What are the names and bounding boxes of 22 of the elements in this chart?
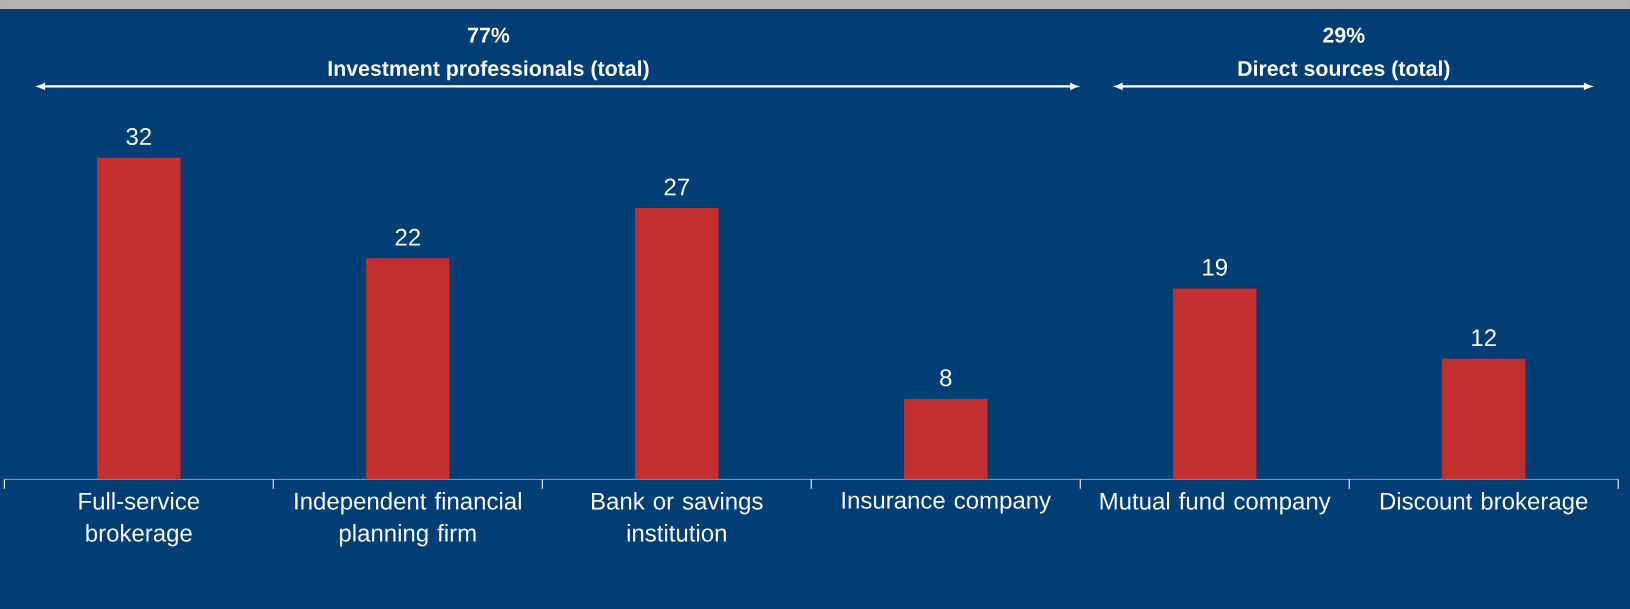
x-tick-label: Independent financial planning firm <box>295 492 521 547</box>
bar <box>904 398 988 480</box>
data-label: 22 <box>395 228 420 246</box>
data-label: 12 <box>1472 329 1496 347</box>
bar <box>366 258 450 480</box>
text: Direct sources (total) <box>1238 60 1450 81</box>
data-label: 19 <box>1203 258 1227 276</box>
bar <box>1442 358 1526 480</box>
x-tick-label: Mutual fund company <box>1100 492 1331 515</box>
text: 77% <box>468 27 510 43</box>
bar <box>635 208 719 480</box>
x-tick-label: Bank or savings institution <box>592 492 763 542</box>
data-label: 8 <box>940 369 952 387</box>
x-tick-label: Insurance company <box>842 492 1052 514</box>
x-tick-label: Full-service brokerage <box>79 492 200 547</box>
bar <box>1173 288 1257 480</box>
text: 29% <box>1323 27 1365 43</box>
data-label: 27 <box>664 178 689 196</box>
text: Investment professionals (total) <box>328 60 649 81</box>
data-label: 32 <box>126 128 151 146</box>
x-tick-label: Discount brokerage <box>1380 492 1588 515</box>
bar <box>97 157 181 480</box>
